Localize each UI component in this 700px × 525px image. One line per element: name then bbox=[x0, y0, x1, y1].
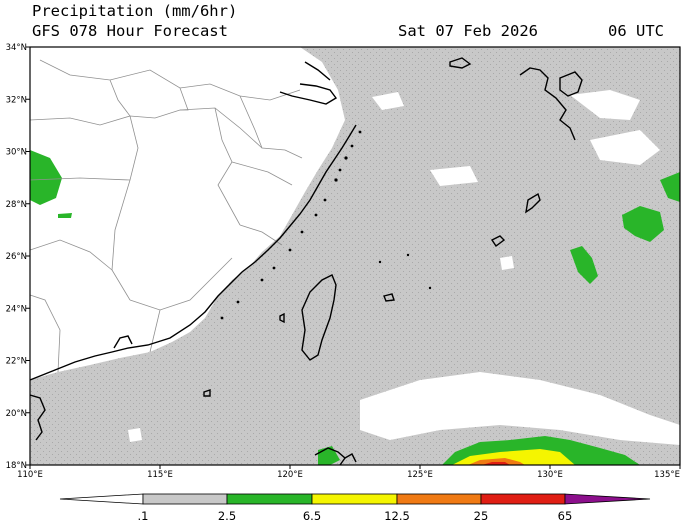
colorbar-label: 12.5 bbox=[384, 509, 410, 523]
lon-tick-label: 120°E bbox=[277, 470, 303, 480]
lat-tick-label: 20°N bbox=[6, 409, 27, 419]
lat-tick-label: 18°N bbox=[6, 461, 27, 471]
lat-tick-label: 32°N bbox=[6, 95, 27, 105]
lon-tick-label: 135°E bbox=[654, 470, 680, 480]
coastal-islands bbox=[220, 130, 432, 320]
dry-areas bbox=[30, 47, 680, 445]
lat-tick-label: 34°N bbox=[6, 43, 27, 53]
precip-areas-65 bbox=[482, 462, 510, 465]
colorbar-segment-white bbox=[59, 493, 144, 505]
lon-tick-label: 115°E bbox=[147, 470, 173, 480]
lat-tick-label: 22°N bbox=[6, 357, 27, 367]
forecast-model-label: GFS 078 Hour Forecast bbox=[32, 22, 228, 40]
lon-tick-label: 110°E bbox=[17, 470, 43, 480]
forecast-date: Sat 07 Feb 2026 bbox=[398, 22, 538, 40]
coastlines bbox=[30, 57, 583, 465]
forecast-time: 06 UTC bbox=[608, 22, 664, 40]
colorbar-segment-yellow bbox=[311, 493, 398, 505]
latitude-axis: 34°N 32°N 30°N 28°N 26°N 24°N 22°N 20°N 18°N bbox=[6, 43, 30, 471]
colorbar-segment-orange bbox=[396, 493, 482, 505]
colorbar: .1 2.5 6.5 12.5 25 65 bbox=[59, 493, 651, 523]
lat-tick-label: 30°N bbox=[6, 148, 27, 158]
map-area bbox=[30, 47, 680, 465]
colorbar-label: 6.5 bbox=[303, 509, 321, 523]
colorbar-segment-green bbox=[226, 493, 313, 505]
longitude-axis: 110°E 115°E 120°E 125°E 130°E 135°E bbox=[17, 465, 681, 480]
colorbar-label: 2.5 bbox=[218, 509, 236, 523]
colorbar-label: 65 bbox=[558, 509, 573, 523]
lon-tick-label: 130°E bbox=[537, 470, 563, 480]
colorbar-label: .1 bbox=[138, 509, 149, 523]
province-borders bbox=[30, 59, 303, 373]
lon-tick-label: 125°E bbox=[407, 470, 433, 480]
colorbar-segment-purple bbox=[564, 493, 651, 505]
precip-areas-25 bbox=[468, 458, 525, 465]
lat-tick-label: 28°N bbox=[6, 200, 27, 210]
colorbar-segment-red bbox=[480, 493, 566, 505]
colorbar-segment-gray bbox=[142, 493, 228, 505]
colorbar-label: 25 bbox=[474, 509, 489, 523]
chart-title: Precipitation (mm/6hr) bbox=[32, 2, 238, 20]
lat-tick-label: 26°N bbox=[6, 252, 27, 262]
lat-tick-label: 24°N bbox=[6, 304, 27, 314]
